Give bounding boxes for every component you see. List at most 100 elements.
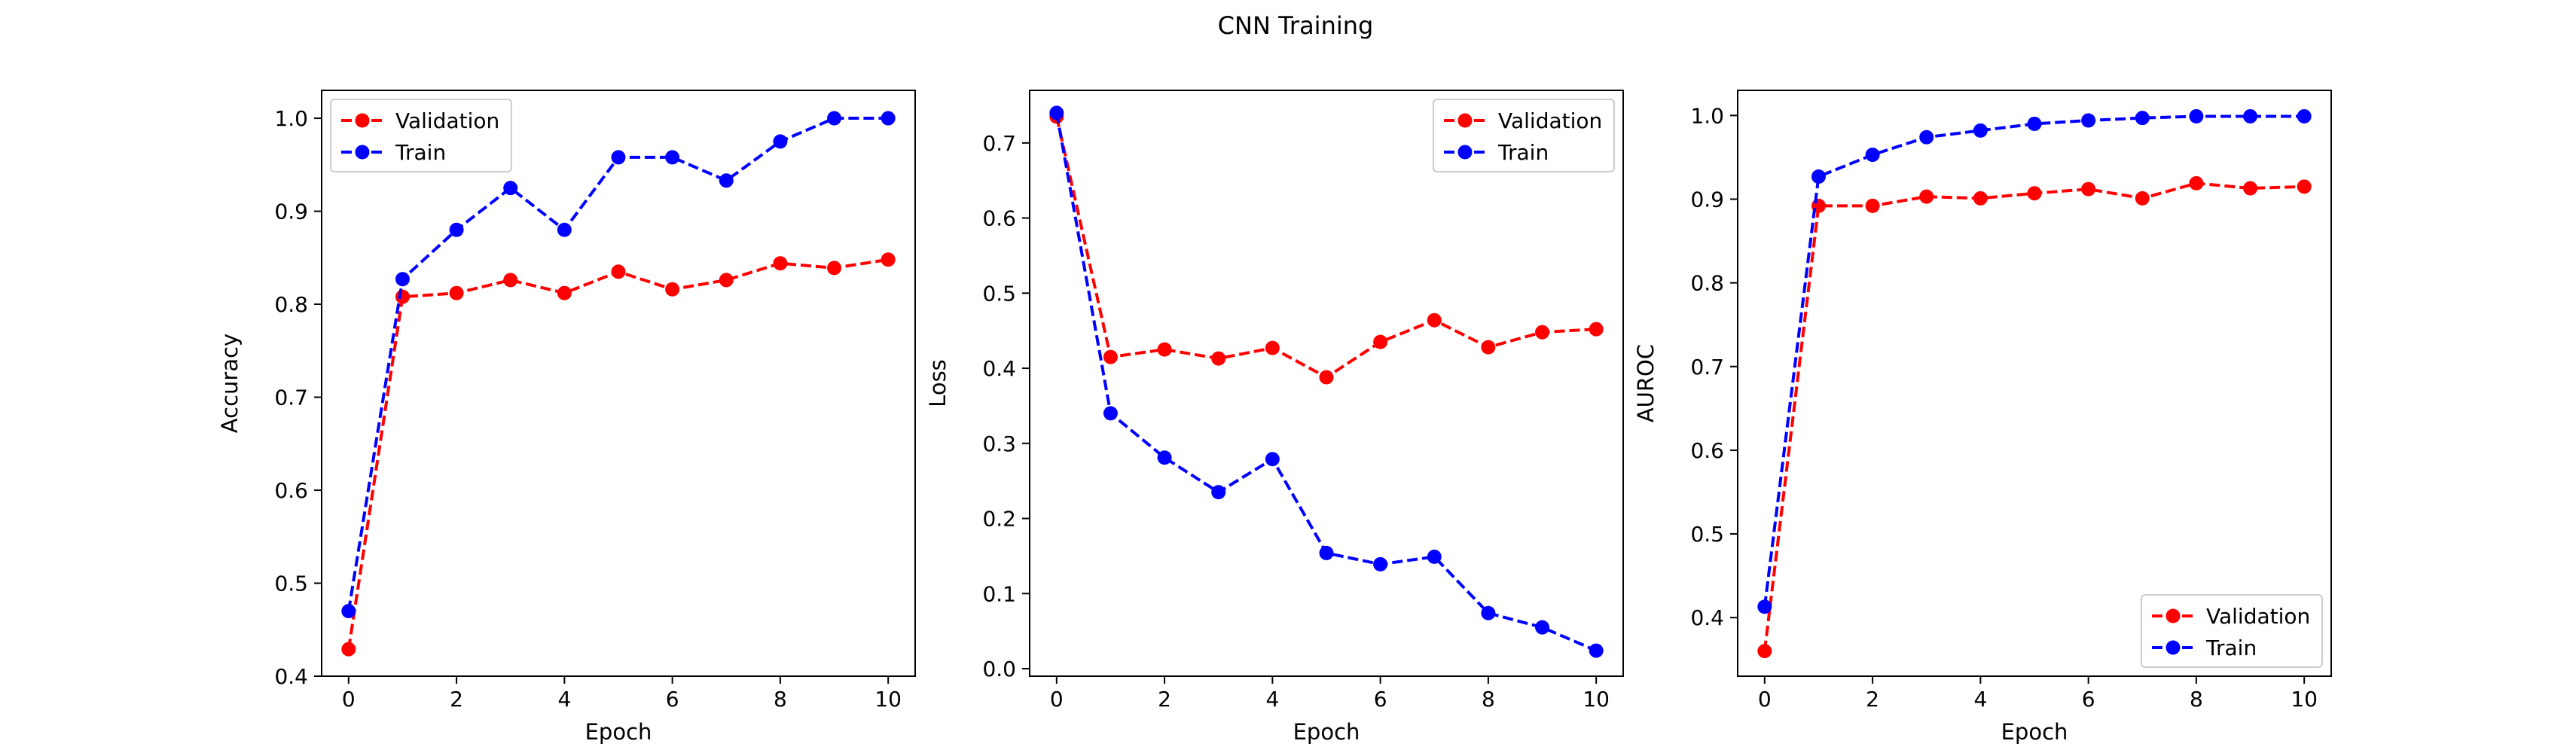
y-tick-label: 1.0 xyxy=(274,106,308,131)
y-tick-label: 0.1 xyxy=(982,581,1016,606)
y-axis-label: Accuracy xyxy=(217,334,243,433)
data-point-train xyxy=(2027,116,2042,131)
figure-title: CNN Training xyxy=(1218,11,1374,40)
data-point-train xyxy=(395,272,410,287)
data-point-train xyxy=(1757,599,1772,614)
data-point-train xyxy=(503,181,518,196)
data-point-train xyxy=(557,222,572,237)
x-tick-label: 6 xyxy=(666,687,679,712)
x-tick-label: 8 xyxy=(1482,687,1495,712)
y-tick-label: 0.7 xyxy=(274,386,308,410)
data-point-validation xyxy=(1319,370,1334,385)
y-tick-label: 0.5 xyxy=(982,281,1016,306)
data-point-validation xyxy=(1589,322,1604,337)
data-point-validation xyxy=(1481,340,1496,355)
y-tick-label: 0.4 xyxy=(274,664,308,689)
data-point-train xyxy=(1427,549,1442,564)
data-point-train xyxy=(1865,148,1880,163)
legend-marker-validation xyxy=(2165,608,2181,623)
data-point-validation xyxy=(1757,644,1772,659)
data-point-validation xyxy=(2027,186,2042,201)
data-point-validation xyxy=(557,285,572,300)
data-point-validation xyxy=(1373,334,1388,349)
data-point-validation xyxy=(827,261,842,276)
data-point-validation xyxy=(1211,351,1226,366)
x-tick-label: 0 xyxy=(342,687,356,712)
legend: Validation Train xyxy=(2141,594,2323,668)
legend-marker-train xyxy=(2165,640,2181,655)
x-tick-label: 0 xyxy=(1758,687,1772,712)
data-point-train xyxy=(1973,123,1988,138)
x-tick-label: 8 xyxy=(774,687,787,712)
data-point-train xyxy=(449,222,464,237)
data-point-validation xyxy=(1265,340,1280,355)
plot-frame xyxy=(1737,90,2332,677)
y-tick-label: 0.4 xyxy=(982,356,1016,381)
y-tick-label: 0.9 xyxy=(1690,187,1724,212)
data-point-train xyxy=(2189,108,2204,123)
x-tick-label: 4 xyxy=(1973,687,1987,712)
data-point-train xyxy=(1265,452,1280,467)
legend-label-validation: Validation xyxy=(1498,108,1602,133)
data-point-validation xyxy=(449,285,464,300)
y-tick-label: 0.6 xyxy=(1690,438,1724,463)
x-tick-label: 8 xyxy=(2190,687,2203,712)
legend-label-validation: Validation xyxy=(2206,604,2310,629)
x-axis-label: Epoch xyxy=(1293,719,1360,745)
subplot-loss: 0 2 4 6 8 10 0.0 0.1 0.2 0.3 0.4 0.5 0.6 0.7 Epoch Loss… xyxy=(925,90,1624,745)
x-tick-label: 2 xyxy=(450,687,463,712)
subplot-auroc: 0 2 4 6 8 10 0.4 0.5 0.6 0.7 0.8 0.9 1.0 Epoch AUROC Va… xyxy=(1633,90,2332,745)
data-point-train xyxy=(881,111,896,126)
x-tick-label: 0 xyxy=(1050,687,1064,712)
x-tick-label: 6 xyxy=(1374,687,1387,712)
legend-marker-train xyxy=(1457,145,1473,160)
data-point-validation xyxy=(1919,189,1934,204)
data-point-train xyxy=(1589,643,1604,658)
legend: Validation Train xyxy=(330,99,512,172)
legend-marker-validation xyxy=(355,113,370,128)
data-point-validation xyxy=(1103,349,1118,364)
data-point-train xyxy=(2243,108,2258,123)
data-point-validation xyxy=(2243,181,2258,196)
data-point-train xyxy=(1535,620,1550,635)
y-tick-label: 0.8 xyxy=(274,292,308,317)
y-axis-label: AUROC xyxy=(1633,344,1659,422)
y-tick-label: 0.6 xyxy=(982,206,1016,231)
y-tick-label: 0.0 xyxy=(982,657,1016,681)
data-point-train xyxy=(2135,111,2150,126)
data-point-train xyxy=(1157,450,1172,465)
data-point-validation xyxy=(2135,191,2150,206)
data-point-train xyxy=(611,150,626,165)
legend-marker-train xyxy=(355,145,370,160)
legend-label-train: Train xyxy=(395,140,446,165)
x-tick-label: 10 xyxy=(874,687,902,712)
data-point-validation xyxy=(1157,342,1172,357)
data-point-train xyxy=(827,111,842,126)
data-point-validation xyxy=(395,289,410,304)
y-tick-label: 1.0 xyxy=(1690,103,1724,128)
data-point-train xyxy=(1481,605,1496,620)
legend-marker-validation xyxy=(1457,113,1473,128)
y-tick-label: 0.4 xyxy=(1690,605,1724,630)
x-tick-label: 4 xyxy=(1265,687,1279,712)
x-tick-label: 4 xyxy=(557,687,571,712)
data-point-train xyxy=(2081,113,2096,128)
data-point-validation xyxy=(503,273,518,288)
data-point-train xyxy=(1211,485,1226,500)
data-point-validation xyxy=(611,264,626,279)
x-tick-label: 10 xyxy=(1583,687,1610,712)
data-point-validation xyxy=(2189,175,2204,191)
data-point-train xyxy=(1319,545,1334,560)
legend-label-train: Train xyxy=(2205,636,2257,660)
data-point-train xyxy=(665,150,680,165)
x-axis-label: Epoch xyxy=(585,719,652,745)
data-point-validation xyxy=(2081,181,2096,197)
plot-frame xyxy=(321,90,916,677)
data-point-validation xyxy=(1535,325,1550,340)
y-tick-label: 0.2 xyxy=(982,507,1016,532)
data-point-validation xyxy=(881,252,896,267)
x-tick-label: 2 xyxy=(1158,687,1171,712)
data-point-train xyxy=(1049,105,1064,120)
data-point-validation xyxy=(2297,179,2312,194)
